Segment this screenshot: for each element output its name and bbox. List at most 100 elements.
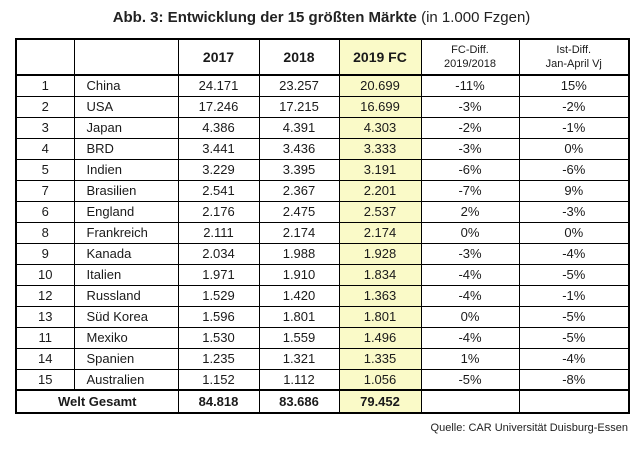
y2017-cell: 2.111 <box>177 221 260 244</box>
header-ist-diff: Ist-Diff. Jan-April Vj <box>518 38 630 76</box>
fc-diff-cell: -5% <box>420 368 520 391</box>
table-row: 8 Frankreich 2.111 2.174 2.174 0% 0% <box>15 221 630 244</box>
y2018-cell: 2.174 <box>258 221 340 244</box>
fc2019-cell: 3.191 <box>338 158 422 181</box>
ist-diff-cell: -2% <box>518 95 630 118</box>
header-ist-diff-line1: Ist-Diff. <box>556 44 592 56</box>
country-cell: Brasilien <box>73 179 179 202</box>
fc-diff-cell: 2% <box>420 200 520 223</box>
fc-diff-cell: 0% <box>420 305 520 328</box>
fc2019-cell: 3.333 <box>338 137 422 160</box>
fc-diff-cell: -11% <box>420 74 520 97</box>
ist-diff-cell: -5% <box>518 305 630 328</box>
fc-diff-cell: -4% <box>420 284 520 307</box>
y2017-cell: 2.176 <box>177 200 260 223</box>
rank-cell: 10 <box>15 263 75 286</box>
y2018-cell: 1.801 <box>258 305 340 328</box>
fc-diff-cell: -6% <box>420 158 520 181</box>
y2018-cell: 2.367 <box>258 179 340 202</box>
rank-cell: 14 <box>15 347 75 370</box>
header-fc-diff-line2: 2019/2018 <box>444 58 496 70</box>
country-cell: China <box>73 74 179 97</box>
rank-cell: 2 <box>15 95 75 118</box>
ist-diff-cell: -6% <box>518 158 630 181</box>
y2017-cell: 1.235 <box>177 347 260 370</box>
ist-diff-cell: -4% <box>518 347 630 370</box>
ist-diff-cell: -5% <box>518 263 630 286</box>
y2017-cell: 3.441 <box>177 137 260 160</box>
table-row: 3 Japan 4.386 4.391 4.303 -2% -1% <box>15 116 630 139</box>
ist-diff-cell: 0% <box>518 221 630 244</box>
total-ist-diff-cell <box>518 389 630 414</box>
fc-diff-cell: -3% <box>420 137 520 160</box>
total-label-cell: Welt Gesamt <box>15 389 179 414</box>
fc-diff-cell: -4% <box>420 326 520 349</box>
table-row: 4 BRD 3.441 3.436 3.333 -3% 0% <box>15 137 630 160</box>
table-row: 2 USA 17.246 17.215 16.699 -3% -2% <box>15 95 630 118</box>
ist-diff-cell: 15% <box>518 74 630 97</box>
y2018-cell: 1.988 <box>258 242 340 265</box>
fc-diff-cell: -3% <box>420 95 520 118</box>
y2017-cell: 4.386 <box>177 116 260 139</box>
fc-diff-cell: -2% <box>420 116 520 139</box>
country-cell: BRD <box>73 137 179 160</box>
header-row: 2017 2018 2019 FC FC-Diff. 2019/2018 Ist… <box>15 38 630 76</box>
ist-diff-cell: -1% <box>518 116 630 139</box>
country-cell: USA <box>73 95 179 118</box>
y2018-cell: 17.215 <box>258 95 340 118</box>
table-body: 1 China 24.171 23.257 20.699 -11% 15% 2 … <box>15 74 630 391</box>
ist-diff-cell: -3% <box>518 200 630 223</box>
y2018-cell: 1.910 <box>258 263 340 286</box>
header-fc-diff: FC-Diff. 2019/2018 <box>420 38 520 76</box>
figure-title: Abb. 3: Entwicklung der 15 größten Märkt… <box>0 0 643 26</box>
header-2017: 2017 <box>177 38 260 76</box>
figure-title-main: Abb. 3: Entwicklung der 15 größten Märkt… <box>112 9 417 26</box>
fc-diff-cell: -3% <box>420 242 520 265</box>
header-rank <box>15 38 75 76</box>
y2017-cell: 17.246 <box>177 95 260 118</box>
fc-diff-cell: -7% <box>420 179 520 202</box>
markets-table: 2017 2018 2019 FC FC-Diff. 2019/2018 Ist… <box>15 38 630 414</box>
y2017-cell: 1.971 <box>177 263 260 286</box>
ist-diff-cell: -5% <box>518 326 630 349</box>
ist-diff-cell: -1% <box>518 284 630 307</box>
country-cell: Spanien <box>73 347 179 370</box>
country-cell: Mexiko <box>73 326 179 349</box>
table-row: 15 Australien 1.152 1.112 1.056 -5% -8% <box>15 368 630 391</box>
rank-cell: 7 <box>15 179 75 202</box>
table-row: 9 Kanada 2.034 1.988 1.928 -3% -4% <box>15 242 630 265</box>
y2017-cell: 1.596 <box>177 305 260 328</box>
rank-cell: 9 <box>15 242 75 265</box>
source-caption: Quelle: CAR Universität Duisburg-Essen <box>430 422 628 434</box>
y2017-cell: 2.541 <box>177 179 260 202</box>
rank-cell: 11 <box>15 326 75 349</box>
fc2019-cell: 16.699 <box>338 95 422 118</box>
rank-cell: 8 <box>15 221 75 244</box>
fc2019-cell: 2.201 <box>338 179 422 202</box>
country-cell: England <box>73 200 179 223</box>
total-2018-cell: 83.686 <box>258 389 340 414</box>
rank-cell: 3 <box>15 116 75 139</box>
country-cell: Japan <box>73 116 179 139</box>
ist-diff-cell: -8% <box>518 368 630 391</box>
fc2019-cell: 2.537 <box>338 200 422 223</box>
country-cell: Australien <box>73 368 179 391</box>
fc2019-cell: 20.699 <box>338 74 422 97</box>
table-row: 13 Süd Korea 1.596 1.801 1.801 0% -5% <box>15 305 630 328</box>
fc-diff-cell: 1% <box>420 347 520 370</box>
rank-cell: 13 <box>15 305 75 328</box>
table-row: 6 England 2.176 2.475 2.537 2% -3% <box>15 200 630 223</box>
fc2019-cell: 4.303 <box>338 116 422 139</box>
y2017-cell: 2.034 <box>177 242 260 265</box>
table-row: 7 Brasilien 2.541 2.367 2.201 -7% 9% <box>15 179 630 202</box>
table-row: 12 Russland 1.529 1.420 1.363 -4% -1% <box>15 284 630 307</box>
total-2019-fc-cell: 79.452 <box>338 389 422 414</box>
rank-cell: 15 <box>15 368 75 391</box>
y2017-cell: 3.229 <box>177 158 260 181</box>
total-fc-diff-cell <box>420 389 520 414</box>
fc2019-cell: 2.174 <box>338 221 422 244</box>
y2017-cell: 24.171 <box>177 74 260 97</box>
country-cell: Indien <box>73 158 179 181</box>
header-fc-diff-line1: FC-Diff. <box>451 44 489 56</box>
